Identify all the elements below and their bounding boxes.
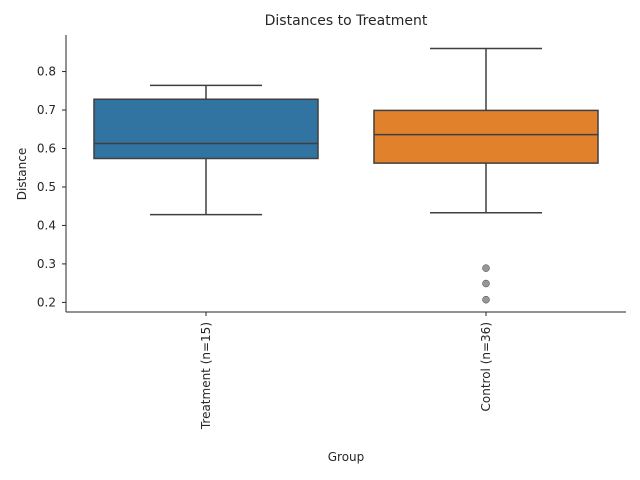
y-tick-label: 0.3	[37, 257, 56, 271]
y-tick-label: 0.2	[37, 295, 56, 309]
y-tick-label: 0.8	[37, 65, 56, 79]
x-axis-label: Group	[328, 450, 365, 464]
y-tick-label: 0.5	[37, 180, 56, 194]
x-axis-ticks: Treatment (n=15) Control (n=36)	[199, 312, 493, 430]
y-tick-label: 0.6	[37, 141, 56, 155]
boxes-group	[93, 47, 599, 304]
outlier-point	[482, 295, 490, 304]
x-tick-label: Control (n=36)	[479, 322, 493, 411]
x-tick-label: Treatment (n=15)	[199, 322, 213, 430]
iqr-box	[373, 109, 599, 164]
box-1	[373, 47, 599, 304]
outlier-point	[482, 264, 490, 272]
y-axis-ticks: 0.2 0.3 0.4 0.5 0.6 0.7 0.8	[37, 65, 66, 309]
y-tick-label: 0.4	[37, 218, 56, 232]
outlier-point	[482, 279, 490, 288]
chart-title: Distances to Treatment	[265, 13, 428, 29]
box-0	[93, 84, 319, 216]
iqr-box	[93, 98, 319, 160]
y-axis-label: Distance	[15, 148, 29, 200]
y-tick-label: 0.7	[37, 103, 56, 117]
